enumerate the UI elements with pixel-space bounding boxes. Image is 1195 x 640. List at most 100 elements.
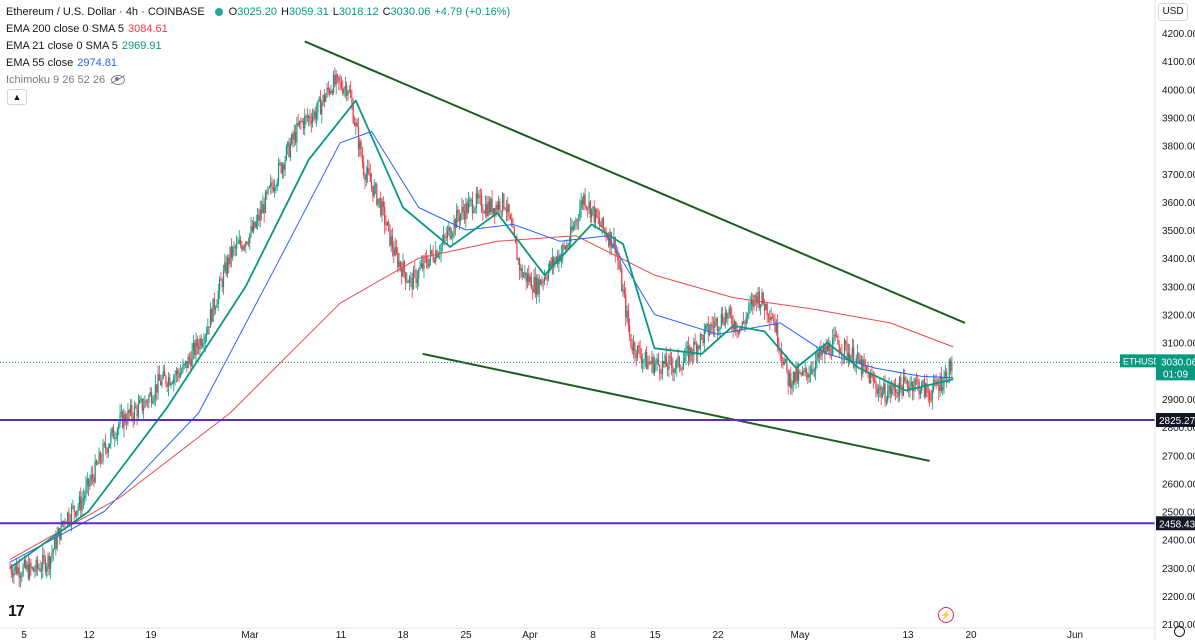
candle-body: [583, 194, 585, 205]
candle-body: [750, 300, 753, 304]
candle-body: [167, 377, 170, 388]
candle-body: [458, 216, 460, 221]
candle-body: [466, 203, 468, 213]
candle-body: [538, 279, 540, 295]
candle-body: [794, 371, 796, 383]
candle-body: [492, 208, 494, 214]
ema21-legend[interactable]: EMA 21 close 0 SMA 5 2969.91: [6, 40, 162, 52]
candle-body: [68, 512, 70, 522]
candle-body: [309, 116, 311, 121]
candle-body: [914, 379, 916, 387]
candle-body: [268, 186, 270, 188]
candle-body: [892, 383, 894, 390]
candle-body: [786, 358, 788, 370]
candle-body: [508, 204, 510, 216]
candle-body: [14, 565, 16, 571]
candle-body: [796, 368, 798, 381]
price-axis[interactable]: 4200.00 4100.00 4000.00 3900.00 3800.00 3700.…: [1154, 0, 1195, 640]
candle-body: [766, 303, 768, 316]
candle-body: [412, 270, 415, 290]
gear-icon[interactable]: [1174, 626, 1185, 637]
collapse-legend-button[interactable]: ▲: [7, 89, 27, 105]
candle-body: [136, 408, 138, 417]
tradingview-logo[interactable]: 17: [8, 603, 25, 620]
candle-body: [760, 304, 762, 308]
candle-body: [908, 386, 910, 392]
candle-body: [246, 241, 248, 244]
candle-body: [606, 237, 608, 239]
candle-body: [757, 291, 759, 304]
time-axis[interactable]: 5 12 19 Mar 11 18 25 Apr 8 15 22 May 13 20 Jun: [0, 627, 1155, 640]
candle-body: [801, 370, 804, 375]
candle-body: [425, 257, 428, 264]
candle-body: [422, 263, 424, 269]
currency-button[interactable]: USD: [1158, 3, 1188, 21]
candle-body: [338, 76, 340, 82]
candle-body: [330, 90, 332, 94]
candle-body: [549, 261, 551, 270]
candle-body: [546, 278, 548, 280]
candle-body: [78, 496, 81, 507]
hidden-eye-icon[interactable]: [111, 75, 126, 86]
candle-body: [870, 373, 872, 384]
candle-body: [373, 185, 375, 197]
candle-body: [846, 344, 848, 358]
candle-body: [277, 163, 280, 182]
candle-body: [456, 209, 458, 228]
candle-body: [377, 198, 379, 205]
y-tick-label: 3600.00: [1162, 198, 1195, 209]
candle-body: [689, 347, 691, 362]
candle-body: [894, 387, 897, 394]
candle-body: [483, 212, 485, 214]
candle-body: [714, 321, 716, 329]
candle-body: [393, 249, 395, 256]
candle-body: [376, 184, 378, 205]
candle-body: [317, 100, 319, 113]
candle-body: [22, 566, 24, 576]
ema200-legend[interactable]: EMA 200 close 0 SMA 5 3084.61: [6, 23, 168, 35]
x-tick-label: May: [791, 630, 810, 640]
candle-body: [821, 350, 823, 356]
candle-body: [283, 164, 285, 170]
lightning-icon[interactable]: ⚡: [938, 607, 954, 623]
x-tick-label: Jun: [1067, 630, 1083, 640]
high-value: 3059.31: [288, 6, 329, 18]
ema55-legend[interactable]: EMA 55 close 2974.81: [6, 57, 118, 69]
candle-body: [40, 569, 43, 572]
candle-body: [592, 206, 594, 209]
candle-body: [140, 398, 142, 401]
candle-body: [694, 341, 696, 345]
candle-body: [212, 298, 214, 322]
candle-body: [408, 277, 411, 283]
ichimoku-legend[interactable]: Ichimoku 9 26 52 26: [6, 72, 514, 89]
candle-body: [332, 74, 335, 94]
candle-body: [504, 208, 506, 210]
candle-body: [196, 339, 198, 347]
candle-body: [707, 323, 709, 335]
candle-body: [513, 227, 515, 237]
candle-body: [129, 404, 132, 414]
candle-body: [402, 261, 404, 277]
candle-body: [917, 380, 919, 382]
candle-body: [615, 252, 618, 254]
candle-body: [854, 366, 856, 368]
candle-body: [258, 214, 260, 221]
symbol-title[interactable]: Ethereum / U.S. Dollar · 4h · COINBASE: [6, 6, 205, 18]
candle-body: [91, 474, 94, 478]
candle-body: [767, 315, 770, 317]
candle-body: [195, 339, 197, 356]
y-tick-label: 2800.00: [1162, 423, 1195, 434]
candle-body: [135, 406, 137, 409]
candle-body: [672, 366, 674, 373]
candle-body: [137, 403, 139, 417]
candle-body: [148, 395, 150, 403]
candle-body: [719, 326, 721, 330]
candle-body: [505, 208, 508, 213]
candle-body: [944, 371, 946, 377]
candle-body: [306, 115, 308, 119]
x-tick-label: 5: [21, 630, 27, 640]
candle-body: [410, 277, 412, 279]
last-price-tag-bg: [1156, 354, 1195, 381]
candle-body: [691, 354, 694, 356]
